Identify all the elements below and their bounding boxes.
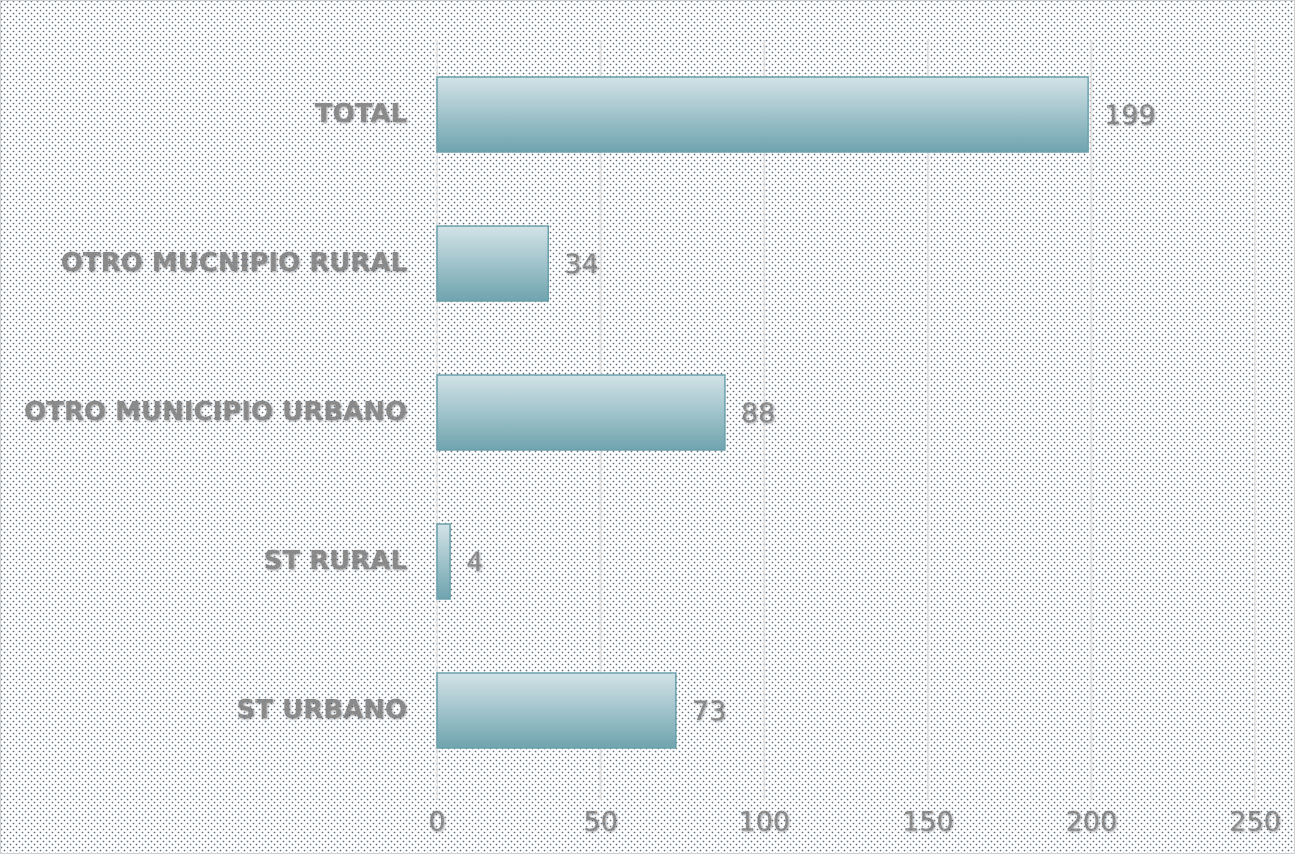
y-tick-label: ST URBANO xyxy=(237,695,407,725)
bar xyxy=(436,523,451,600)
y-tick-label: OTRO MUNICIPIO URBANO xyxy=(24,397,407,427)
data-label: 4 xyxy=(466,547,483,578)
x-tick-label: 150 xyxy=(902,807,954,838)
y-tick-label: ST RURAL xyxy=(264,546,407,576)
x-tick-label: 200 xyxy=(1066,807,1118,838)
x-tick-label: 0 xyxy=(428,807,445,838)
data-label: 88 xyxy=(741,398,775,429)
data-label: 199 xyxy=(1104,100,1156,131)
data-label: 34 xyxy=(564,249,598,280)
bar xyxy=(436,374,726,451)
bar xyxy=(436,225,549,302)
y-tick-label: OTRO MUCNIPIO RURAL xyxy=(61,248,407,278)
bar xyxy=(436,672,677,749)
data-label: 73 xyxy=(692,696,726,727)
y-tick-label: TOTAL xyxy=(315,99,407,129)
x-tick-label: 50 xyxy=(583,807,617,838)
x-tick-label: 250 xyxy=(1229,807,1281,838)
bar xyxy=(436,76,1089,153)
x-tick-label: 100 xyxy=(738,807,790,838)
